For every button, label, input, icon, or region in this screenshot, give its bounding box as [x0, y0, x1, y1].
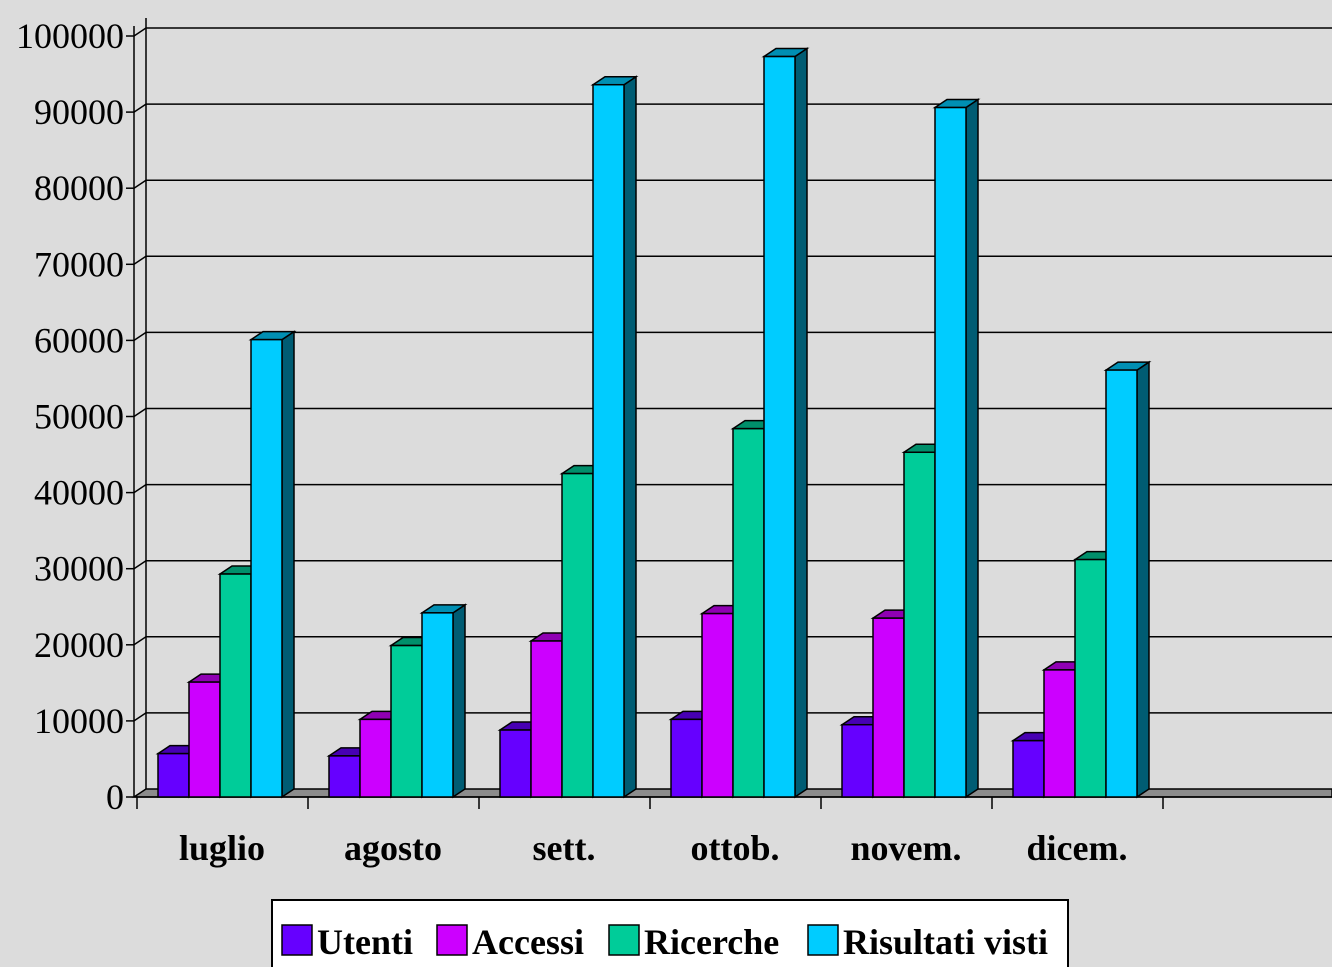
gridline-side — [133, 560, 147, 570]
y-tick-label: 50000 — [34, 397, 124, 437]
legend-swatch — [281, 924, 313, 956]
bar-risultati-visti-agosto — [419, 603, 468, 799]
bar-risultati-visti-dicem — [1103, 360, 1152, 799]
gridline-side — [133, 483, 147, 494]
y-tick-label: 10000 — [34, 701, 124, 741]
y-tick-label: 60000 — [34, 320, 124, 360]
gridline-side — [133, 179, 147, 189]
bar-risultati-visti-luglio — [248, 330, 297, 799]
bars — [155, 47, 1152, 799]
legend-label: Ricerche — [644, 922, 779, 962]
gridline-side — [133, 712, 147, 722]
legend-item: Accessi — [436, 922, 584, 962]
gridline-side — [133, 27, 147, 37]
legend-box — [271, 899, 1069, 967]
legend-item: Ricerche — [608, 922, 779, 962]
legend-swatch — [436, 924, 468, 956]
legend-label: Utenti — [317, 922, 413, 962]
x-category-label: ottob. — [691, 828, 780, 868]
gridline-side — [133, 407, 147, 418]
bar-risultati-visti-ottob — [761, 47, 810, 799]
x-category-label: novem. — [851, 828, 962, 868]
y-tick-label: 70000 — [34, 244, 124, 284]
y-tick-label: 30000 — [34, 549, 124, 589]
legend-label: Risultati visti — [843, 922, 1048, 962]
bar-risultati-visti-sett — [590, 75, 639, 799]
y-tick-label: 40000 — [34, 473, 124, 513]
gridline-side — [133, 636, 147, 646]
gridline-side — [133, 255, 147, 265]
x-category-label: sett. — [533, 828, 596, 868]
x-category-label: dicem. — [1027, 828, 1128, 868]
gridline-side — [133, 103, 147, 113]
legend: Utenti Accessi Ricerche Risultati visti — [271, 899, 1069, 967]
y-tick-label: 80000 — [34, 168, 124, 208]
y-tick-label: 20000 — [34, 625, 124, 665]
legend-swatch — [608, 924, 640, 956]
bar-risultati-visti-novem — [932, 98, 981, 799]
y-tick-label: 90000 — [34, 92, 124, 132]
legend-item: Utenti — [281, 922, 413, 962]
x-category-label: agosto — [344, 828, 442, 868]
legend-item: Risultati visti — [807, 922, 1048, 962]
legend-label: Accessi — [472, 922, 584, 962]
y-tick-label: 0 — [106, 777, 124, 817]
gridline-side — [133, 331, 147, 342]
y-tick-label: 100000 — [16, 16, 124, 56]
legend-swatch — [807, 924, 839, 956]
axis-labels: 0 10000 20000 30000 40000 50000 60000 70000 8000… — [16, 16, 1127, 868]
x-category-label: luglio — [179, 828, 265, 868]
